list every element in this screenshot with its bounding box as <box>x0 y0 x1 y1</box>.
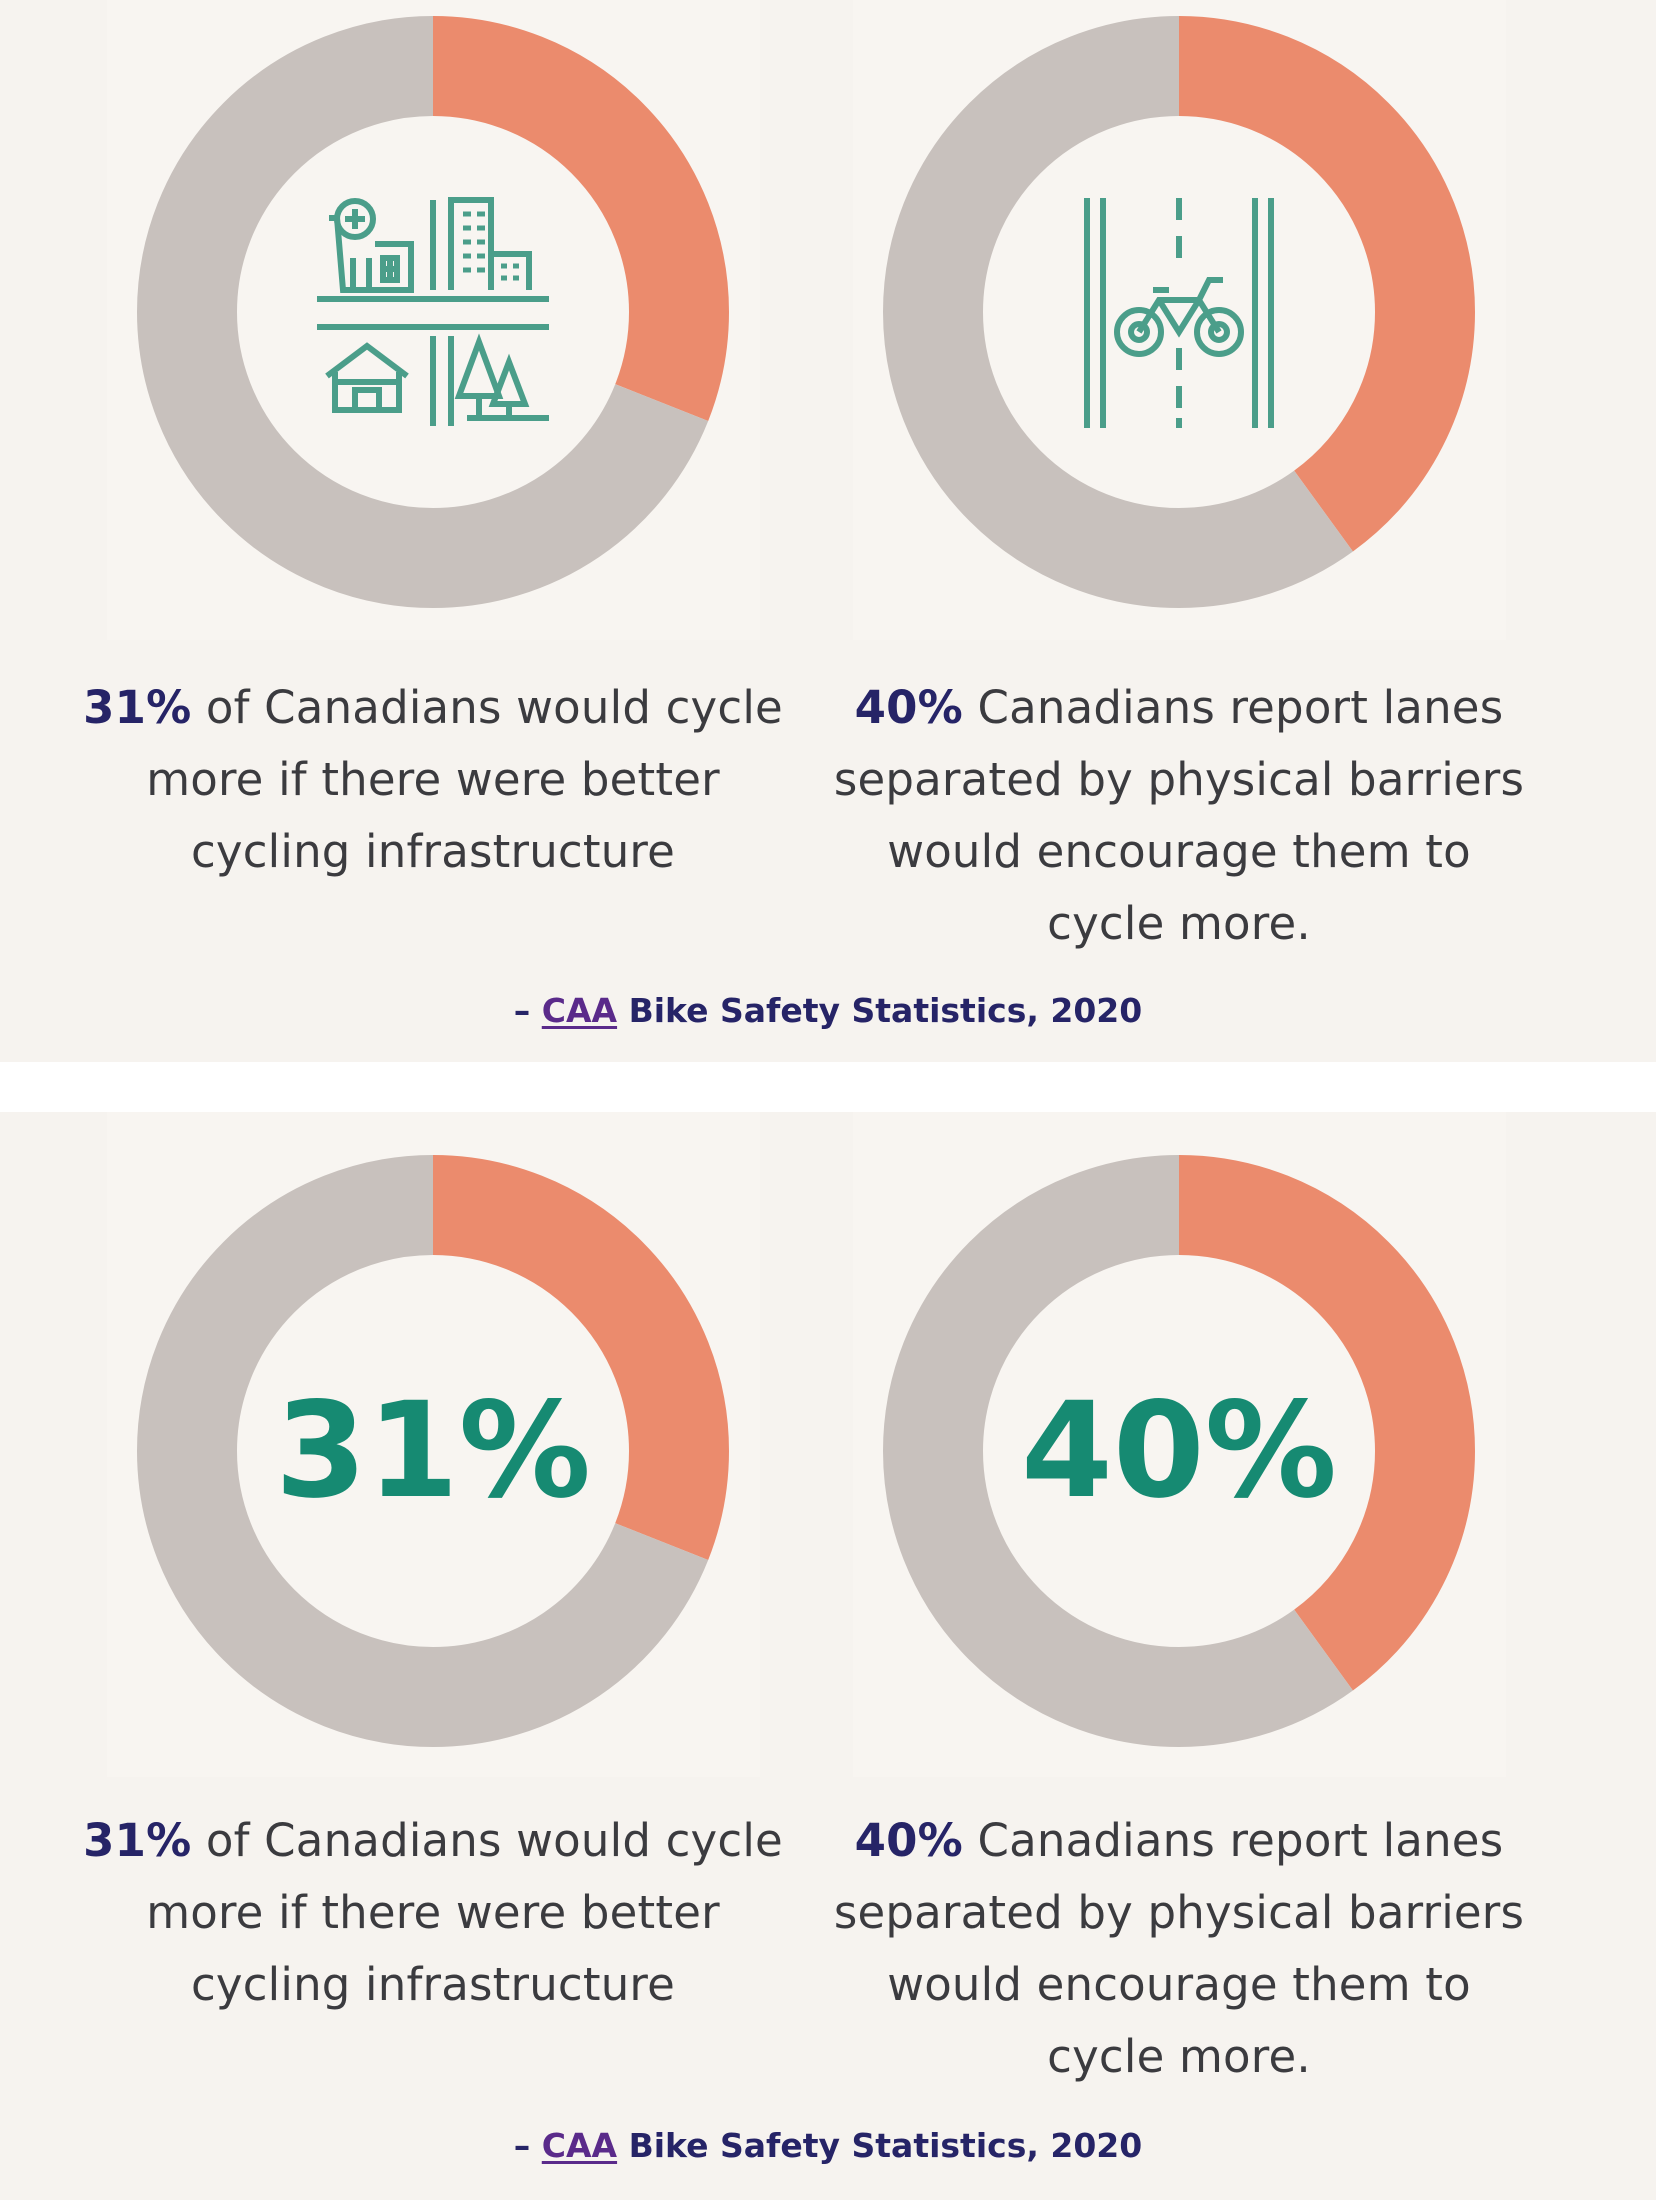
city-buildings-icon <box>317 197 549 426</box>
donut-chart: 31% <box>137 1155 729 1747</box>
stat-caption-40: 40% Canadians report lanes separated by … <box>829 672 1529 960</box>
source-citation: – CAA Bike Safety Statistics, 2020 <box>0 2126 1656 2165</box>
stat-percent: 31% <box>83 681 192 734</box>
donut-slice-remainder <box>137 16 729 608</box>
stat-text: of Canadians would cycle more if there w… <box>146 1814 783 2011</box>
donut-chart: 40% <box>883 1155 1475 1747</box>
source-suffix: Bike Safety Statistics, 2020 <box>617 991 1143 1030</box>
bike-lane-icon <box>1084 198 1274 428</box>
stat-text: of Canadians would cycle more if there w… <box>146 681 783 878</box>
donut-card-40-icon <box>853 0 1506 640</box>
stat-caption-31: 31% of Canadians would cycle more if the… <box>83 672 783 888</box>
source-citation: – CAA Bike Safety Statistics, 2020 <box>0 991 1656 1030</box>
stat-text: Canadians report lanes separated by phys… <box>833 1814 1525 2083</box>
stat-percent: 31% <box>83 1814 192 1867</box>
stats-panel-numbers: 31% 40% 31% of Canadians would cycle mor… <box>0 1112 1656 2200</box>
stat-percent: 40% <box>854 1814 963 1867</box>
source-link-caa[interactable]: CAA <box>541 991 618 1030</box>
donut-card-31-number: 31% <box>107 1112 760 1777</box>
donut-chart <box>883 16 1475 608</box>
donut-slice-remainder <box>883 1155 1475 1747</box>
donut-chart <box>137 16 729 608</box>
donut-slice-remainder <box>883 16 1475 608</box>
donut-slice-remainder <box>137 1155 729 1747</box>
stats-panel-icons: 31% of Canadians would cycle more if the… <box>0 0 1656 1062</box>
donut-card-40-number: 40% <box>853 1112 1506 1777</box>
stat-text: Canadians report lanes separated by phys… <box>833 681 1525 950</box>
stat-percent: 40% <box>854 681 963 734</box>
donut-card-31-icon <box>107 0 760 640</box>
source-link-caa[interactable]: CAA <box>541 2126 618 2165</box>
source-prefix: – <box>513 991 542 1030</box>
source-suffix: Bike Safety Statistics, 2020 <box>617 2126 1143 2165</box>
source-prefix: – <box>513 2126 542 2165</box>
stat-caption-40: 40% Canadians report lanes separated by … <box>829 1805 1529 2093</box>
donut-center-label: 40% <box>1021 1374 1337 1528</box>
stat-caption-31: 31% of Canadians would cycle more if the… <box>83 1805 783 2021</box>
donut-center-label: 31% <box>275 1374 591 1528</box>
